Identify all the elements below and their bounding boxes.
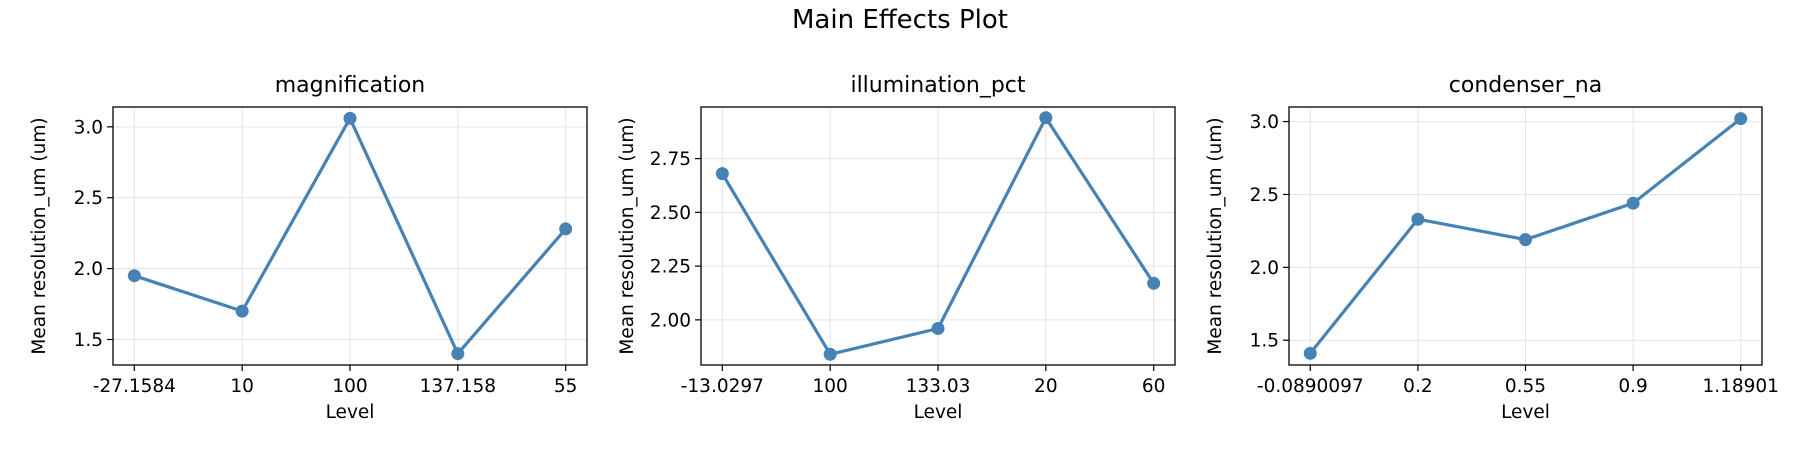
y-tick-label: 2.5 [1250, 185, 1279, 206]
x-tick-label: 20 [1034, 376, 1058, 397]
chart-panels: -27.1584 10 100 137.158 55 1.5 2.0 2.5 3.0 magnif… [29, 73, 1779, 423]
data-point [127, 269, 141, 283]
data-point [1626, 196, 1640, 210]
y-tick-label: 1.5 [74, 330, 103, 351]
chart-panel-2: -0.0890097 0.2 0.55 0.9 1.18901 1.5 2.0 2.5 3.0 c… [1205, 73, 1779, 423]
y-tick-label: 2.0 [1250, 258, 1279, 279]
y-tick-label: 2.0 [74, 259, 103, 280]
data-point [1734, 112, 1748, 126]
data-point [1303, 346, 1317, 360]
x-tick-label: -0.0890097 [1257, 376, 1364, 397]
data-point [1039, 111, 1053, 125]
x-tick-label: 10 [230, 376, 254, 397]
y-tick-label: 2.00 [650, 310, 691, 331]
x-tick-label: 55 [554, 376, 578, 397]
data-point [1519, 233, 1532, 247]
y-tick-label: 1.5 [1250, 331, 1279, 352]
data-point [1147, 276, 1161, 290]
x-tick-label: 137.158 [420, 376, 497, 397]
chart-title: condenser_na [1449, 73, 1602, 98]
x-tick-label: 60 [1142, 376, 1166, 397]
chart-title: magnification [275, 73, 426, 98]
x-tick-label: -13.0297 [681, 376, 764, 397]
data-point [451, 347, 465, 361]
x-tick-label: -27.1584 [93, 376, 176, 397]
x-tick-label: 0.55 [1505, 376, 1546, 397]
x-tick-label: 100 [332, 376, 367, 397]
x-axis-label: Level [1501, 402, 1550, 423]
data-point [235, 304, 249, 318]
y-axis-label: Mean resolution_um (um) [29, 117, 50, 354]
data-point [343, 111, 357, 125]
x-axis-label: Level [914, 402, 963, 423]
y-tick-label: 2.75 [650, 149, 691, 170]
figure-title: Main Effects Plot [792, 5, 1008, 35]
chart-panel-1: -13.0297 100 133.03 20 60 2.00 2.25 2.50 2.75 ill… [617, 73, 1176, 423]
y-tick-label: 3.0 [1250, 112, 1279, 133]
data-point [559, 222, 573, 236]
x-axis-label: Level [326, 402, 375, 423]
data-point [931, 321, 945, 335]
y-tick-label: 2.5 [74, 188, 103, 209]
data-point [715, 167, 729, 181]
chart-panel-0: -27.1584 10 100 137.158 55 1.5 2.0 2.5 3.0 magnif… [29, 73, 588, 423]
data-point [823, 347, 837, 361]
y-tick-label: 2.50 [650, 203, 691, 224]
y-tick-label: 2.25 [650, 257, 691, 278]
x-tick-label: 1.18901 [1702, 376, 1779, 397]
x-tick-label: 0.2 [1403, 376, 1432, 397]
chart-title: illumination_pct [850, 73, 1025, 98]
y-axis-label: Mean resolution_um (um) [617, 117, 638, 354]
x-tick-label: 100 [813, 376, 848, 397]
y-tick-label: 3.0 [74, 117, 103, 138]
data-point [1411, 212, 1425, 226]
x-tick-label: 133.03 [906, 376, 971, 397]
x-tick-label: 0.9 [1618, 376, 1647, 397]
y-axis-label: Mean resolution_um (um) [1205, 117, 1226, 354]
